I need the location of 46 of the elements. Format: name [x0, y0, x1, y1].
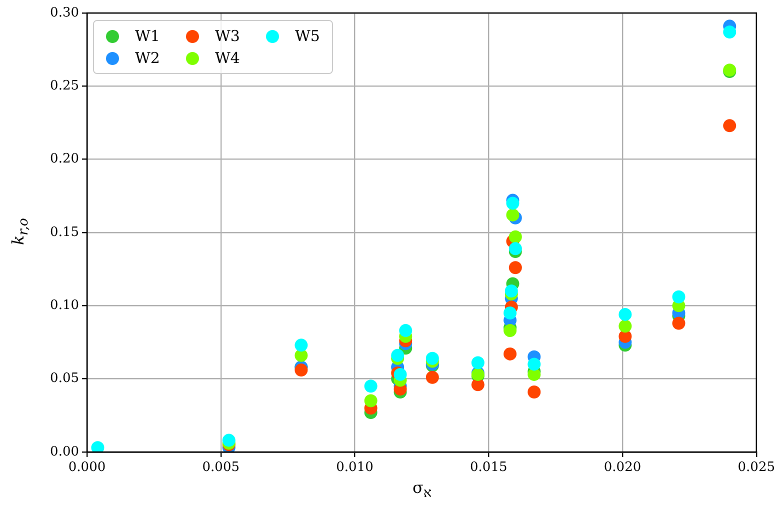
point	[471, 356, 484, 370]
point	[506, 196, 520, 210]
point	[504, 306, 517, 320]
y-tick-label: 0.05	[50, 371, 79, 386]
legend-label: W5	[294, 27, 320, 45]
point	[528, 386, 541, 399]
x-tick-label: 0.020	[604, 460, 642, 476]
point	[672, 290, 686, 304]
point	[364, 394, 378, 408]
point	[364, 380, 378, 393]
point	[508, 261, 522, 274]
legend-label: W4	[214, 49, 240, 67]
point	[508, 230, 522, 244]
point	[672, 316, 686, 330]
point	[506, 208, 520, 222]
point	[504, 347, 517, 360]
y-tick-label: 0.25	[50, 78, 79, 94]
point	[399, 324, 412, 338]
point	[504, 324, 517, 338]
point	[391, 348, 404, 362]
legend-label: W2	[135, 49, 160, 67]
point	[394, 368, 407, 381]
x-tick-label: 0.015	[470, 460, 508, 476]
y-tick-label: 0.15	[50, 224, 79, 240]
x-tick-label: 0.025	[738, 460, 775, 476]
point	[426, 370, 439, 384]
point	[618, 320, 632, 333]
point	[723, 119, 736, 132]
point	[504, 284, 518, 298]
legend-label: W1	[135, 27, 160, 45]
point	[294, 364, 308, 377]
point	[618, 308, 632, 321]
y-tick-label: 0.30	[50, 5, 79, 20]
point	[508, 242, 522, 256]
y-tick-label: 0.20	[50, 152, 79, 167]
legend-label: W3	[214, 27, 240, 45]
y-tick-label: 0.00	[50, 444, 79, 460]
point	[426, 352, 439, 365]
point	[294, 338, 308, 352]
x-tick-label: 0.000	[68, 460, 106, 476]
point	[528, 358, 541, 371]
point	[723, 26, 736, 39]
x-tick-label: 0.010	[336, 460, 374, 476]
x-tick-label: 0.005	[202, 460, 240, 476]
point	[222, 434, 236, 447]
y-tick-label: 0.10	[50, 298, 79, 314]
